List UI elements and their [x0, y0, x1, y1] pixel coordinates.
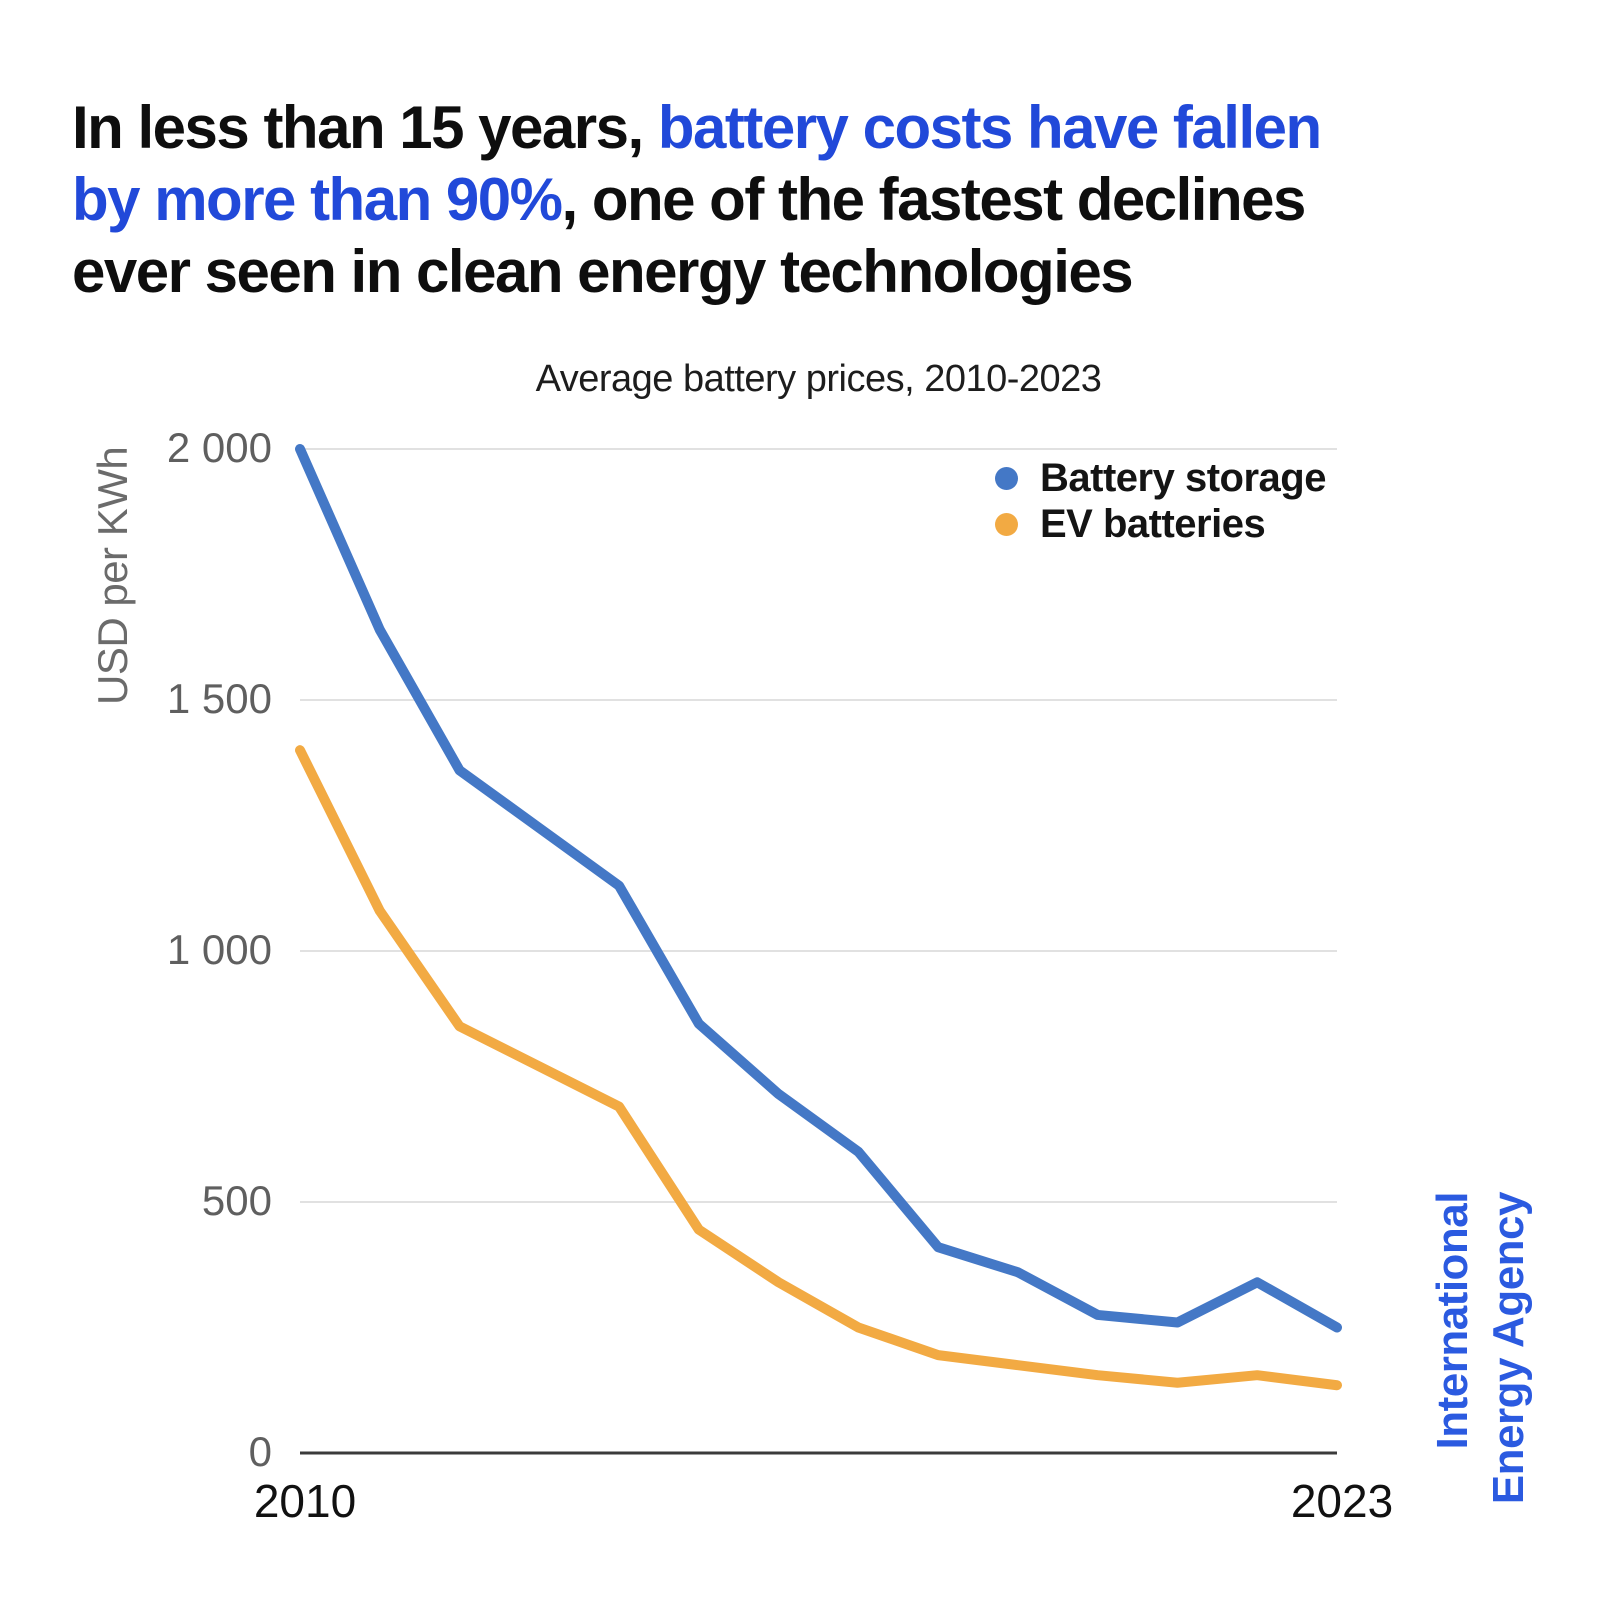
attribution-line-2: Energy Agency — [1484, 1192, 1533, 1505]
y-tick-label: 1 000 — [166, 926, 272, 973]
headline-line: In less than 15 years, battery costs hav… — [72, 92, 1572, 164]
x-tick-label: 2023 — [1290, 1475, 1394, 1527]
headline: In less than 15 years, battery costs hav… — [72, 92, 1572, 308]
headline-accent-text: by more than 90% — [72, 166, 563, 234]
legend-item-battery-storage: Battery storage — [995, 455, 1326, 501]
chart-title: Average battery prices, 2010-2023 — [535, 358, 1102, 400]
y-tick-label: 500 — [201, 1177, 272, 1224]
series-line-ev-batteries — [295, 745, 1342, 1391]
headline-line: by more than 90%, one of the fastest dec… — [72, 164, 1572, 236]
x-tick-label: 2010 — [253, 1475, 357, 1527]
y-tick-label: 1 500 — [166, 675, 272, 722]
headline-text: , one of the fastest declines — [561, 166, 1307, 234]
series-line-battery-storage — [295, 444, 1342, 1333]
headline-accent-text: battery costs have fallen — [657, 94, 1322, 162]
chart-legend: Battery storage EV batteries — [995, 455, 1326, 547]
ev-batteries-dot-icon — [995, 512, 1018, 536]
headline-text: ever seen in clean energy technologies — [72, 238, 1134, 306]
attribution-line-1: International — [1428, 1192, 1477, 1450]
iea-attribution: International Energy Agency — [1428, 1192, 1534, 1532]
headline-text: In less than 15 years, — [72, 94, 658, 162]
legend-label: EV batteries — [1040, 501, 1266, 546]
legend-label: Battery storage — [1040, 455, 1326, 500]
y-tick-label: 2 000 — [166, 424, 272, 471]
y-tick-label: 0 — [248, 1428, 272, 1475]
headline-line: ever seen in clean energy technologies — [72, 236, 1572, 308]
battery-storage-dot-icon — [995, 466, 1018, 490]
legend-item-ev-batteries: EV batteries — [995, 501, 1326, 547]
